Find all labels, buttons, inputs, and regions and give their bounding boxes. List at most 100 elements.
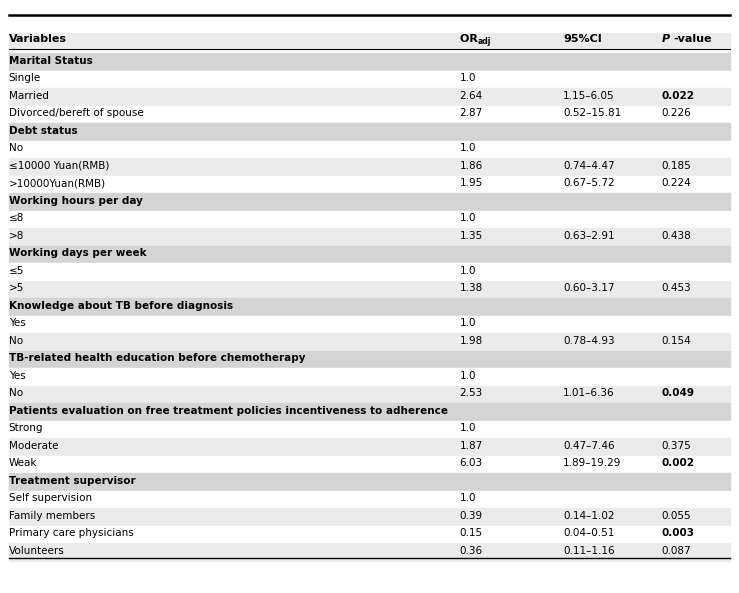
Text: Single: Single [9,74,41,84]
Text: >10000Yuan(RMB): >10000Yuan(RMB) [9,178,106,189]
Text: 1.0: 1.0 [460,144,476,154]
Text: Patients evaluation on free treatment policies incentiveness to adherence: Patients evaluation on free treatment po… [9,406,448,416]
Text: 1.0: 1.0 [460,423,476,433]
Bar [9,123,730,141]
Text: 0.226: 0.226 [661,109,691,119]
Text: 1.0: 1.0 [460,213,476,224]
Text: 0.14–1.02: 0.14–1.02 [563,511,615,521]
Text: Working days per week: Working days per week [9,248,146,259]
Bar [9,455,730,473]
Text: 1.95: 1.95 [460,178,483,189]
Bar [9,385,730,403]
Text: >8: >8 [9,231,24,241]
Text: 1.86: 1.86 [460,161,483,171]
Text: 1.98: 1.98 [460,336,483,346]
Text: Weak: Weak [9,458,38,468]
Bar [9,15,730,49]
Text: Moderate: Moderate [9,441,58,451]
Text: 0.003: 0.003 [661,528,695,538]
Bar [9,298,730,315]
Text: 0.002: 0.002 [661,458,695,468]
Text: 0.60–3.17: 0.60–3.17 [563,283,615,294]
Text: No: No [9,388,23,398]
Bar [9,88,730,106]
Bar [9,71,730,88]
Text: 0.087: 0.087 [661,546,691,556]
Text: 0.74–4.47: 0.74–4.47 [563,161,615,171]
Text: Yes: Yes [9,371,26,381]
Bar [9,403,730,420]
Text: 0.453: 0.453 [661,283,691,294]
Text: OR: OR [460,34,481,44]
Text: P: P [661,34,670,44]
Bar [9,525,730,543]
Text: No: No [9,336,23,346]
Text: Marital Status: Marital Status [9,56,92,66]
Text: 0.36: 0.36 [460,546,483,556]
Bar [9,33,730,49]
Text: 0.47–7.46: 0.47–7.46 [563,441,615,451]
Text: Married: Married [9,91,49,101]
Bar [9,420,730,438]
Bar [9,141,730,158]
Text: 0.055: 0.055 [661,511,691,521]
Text: ≤8: ≤8 [9,213,24,224]
Text: ≤5: ≤5 [9,266,24,276]
Text: 1.0: 1.0 [460,493,476,503]
Text: Strong: Strong [9,423,44,433]
Text: Treatment supervisor: Treatment supervisor [9,476,135,486]
Text: 0.11–1.16: 0.11–1.16 [563,546,615,556]
Text: 1.15–6.05: 1.15–6.05 [563,91,615,101]
Text: 1.0: 1.0 [460,371,476,381]
Bar [9,53,730,71]
Text: 0.438: 0.438 [661,231,691,241]
Text: 1.38: 1.38 [460,283,483,294]
Text: 0.15: 0.15 [460,528,483,538]
Text: Yes: Yes [9,318,26,329]
Text: 2.64: 2.64 [460,91,483,101]
Text: -value: -value [673,34,712,44]
Text: 2.87: 2.87 [460,109,483,119]
Text: 1.0: 1.0 [460,266,476,276]
Text: 6.03: 6.03 [460,458,483,468]
Bar [9,106,730,123]
Bar [9,263,730,280]
Bar [9,368,730,385]
Text: 0.154: 0.154 [661,336,691,346]
Bar [9,280,730,298]
Bar [9,228,730,246]
Bar [9,211,730,228]
Text: 0.224: 0.224 [661,178,691,189]
Text: 0.78–4.93: 0.78–4.93 [563,336,615,346]
Bar [9,543,730,560]
Text: Volunteers: Volunteers [9,546,64,556]
Text: 1.0: 1.0 [460,318,476,329]
Text: Family members: Family members [9,511,95,521]
Bar [9,350,730,368]
Bar [9,193,730,211]
Text: 0.375: 0.375 [661,441,691,451]
Text: TB-related health education before chemotherapy: TB-related health education before chemo… [9,353,305,364]
Bar [9,333,730,350]
Bar [9,508,730,525]
Bar [9,246,730,263]
Text: No: No [9,144,23,154]
Text: 95%CI: 95%CI [563,34,602,44]
Text: 0.63–2.91: 0.63–2.91 [563,231,615,241]
Text: 1.87: 1.87 [460,441,483,451]
Text: 0.52–15.81: 0.52–15.81 [563,109,621,119]
Bar [9,315,730,333]
Text: 0.022: 0.022 [661,91,695,101]
Text: Divorced/bereft of spouse: Divorced/bereft of spouse [9,109,143,119]
Text: Variables: Variables [9,34,67,44]
Text: >5: >5 [9,283,24,294]
Text: adj: adj [477,37,491,46]
Text: 1.01–6.36: 1.01–6.36 [563,388,615,398]
Text: 1.35: 1.35 [460,231,483,241]
Text: 0.67–5.72: 0.67–5.72 [563,178,615,189]
Text: 0.04–0.51: 0.04–0.51 [563,528,615,538]
Text: 2.53: 2.53 [460,388,483,398]
Text: Knowledge about TB before diagnosis: Knowledge about TB before diagnosis [9,301,233,311]
Bar [9,158,730,176]
Text: Self supervision: Self supervision [9,493,92,503]
